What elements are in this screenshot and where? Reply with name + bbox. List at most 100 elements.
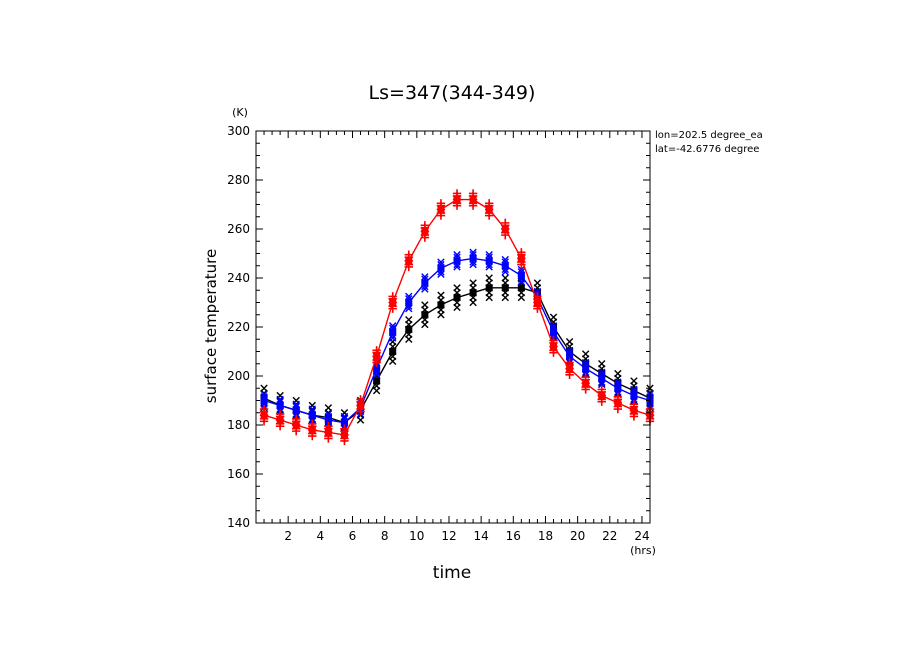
data-marker [276,395,284,403]
data-marker [630,377,638,385]
data-marker [453,284,461,292]
y-tick-label: 220 [227,320,250,334]
data-marker [581,358,590,367]
data-point [405,299,413,306]
data-marker [533,279,542,287]
x-axis-label: time [433,563,471,583]
data-marker [324,404,333,412]
data-marker [405,292,413,301]
data-marker [501,274,509,282]
data-marker [421,301,429,309]
x-tick-label: 16 [506,529,521,543]
y-axis-label: surface temperature [202,249,220,404]
x-tick-label: 10 [409,529,424,543]
data-marker [501,268,509,276]
data-point [437,301,445,309]
data-point [276,416,284,424]
annotation-lat: lat=-42.6776 degree [655,144,759,155]
data-point [421,311,429,319]
data-point [501,284,509,292]
data-point [324,416,332,424]
data-marker [388,357,397,365]
data-point [598,370,606,378]
data-marker [292,400,300,408]
data-point [260,411,268,419]
y-tick-label: 280 [227,173,250,187]
data-marker [388,334,397,342]
data-point [598,392,606,400]
data-point [276,401,284,409]
data-marker [501,255,509,264]
data-point [340,431,348,439]
data-marker [405,304,413,313]
x-tick-label: 6 [349,529,357,543]
data-marker [485,274,493,282]
data-marker [469,248,477,256]
y-tick-label: 260 [227,222,250,236]
x-tick-label: 24 [634,529,649,543]
x-tick-label: 14 [474,529,489,543]
data-marker [405,315,413,324]
data-marker [565,346,574,354]
series-1 [260,274,654,437]
x-unit-label: (hrs) [630,544,656,557]
data-point [566,348,574,355]
annotation-lon: lon=202.5 degree_ea [655,130,763,141]
plot-frame [255,130,651,524]
series-layer [259,189,655,446]
data-point [517,284,525,292]
data-marker [421,273,429,281]
data-marker [421,285,429,293]
data-marker [485,263,493,271]
data-point [389,348,397,355]
data-marker [308,405,316,413]
data-point [421,279,429,287]
axis-layer: 2 4 6 8 10 12 14 16 18 20 22 2414016018020022024026… [227,124,651,543]
data-point [630,392,638,400]
data-marker [533,287,542,296]
data-marker [388,322,397,330]
data-point [630,387,638,395]
data-marker [372,371,381,379]
data-point [324,428,332,436]
data-marker [356,416,365,424]
data-point [373,377,381,385]
data-marker [437,311,445,319]
data-point [485,205,493,213]
data-marker [549,313,558,321]
data-marker [469,260,477,269]
data-point [292,406,300,414]
data-point [614,379,622,387]
data-marker [453,263,461,271]
data-marker [324,410,333,418]
data-marker [565,338,574,346]
x-tick-label: 2 [284,529,292,543]
data-point [260,397,268,404]
data-marker [549,322,558,330]
series-3 [259,189,655,446]
data-marker [614,369,622,378]
series-line [263,198,651,436]
data-marker [614,378,622,386]
data-marker [437,258,445,266]
data-marker [437,270,445,279]
data-point [566,365,574,373]
data-marker [630,385,638,394]
data-marker [453,303,461,312]
data-point [340,419,348,427]
data-point [308,426,316,434]
x-tick-label: 8 [381,529,389,543]
data-marker [469,298,477,307]
data-point [373,352,381,360]
data-point [453,257,461,265]
data-marker [405,335,413,343]
series-line [263,257,651,424]
data-point [485,284,493,292]
data-point [357,401,365,409]
data-marker [598,380,606,389]
data-point [469,254,477,262]
data-point [550,343,558,351]
data-point [550,328,558,336]
data-marker [453,251,461,259]
